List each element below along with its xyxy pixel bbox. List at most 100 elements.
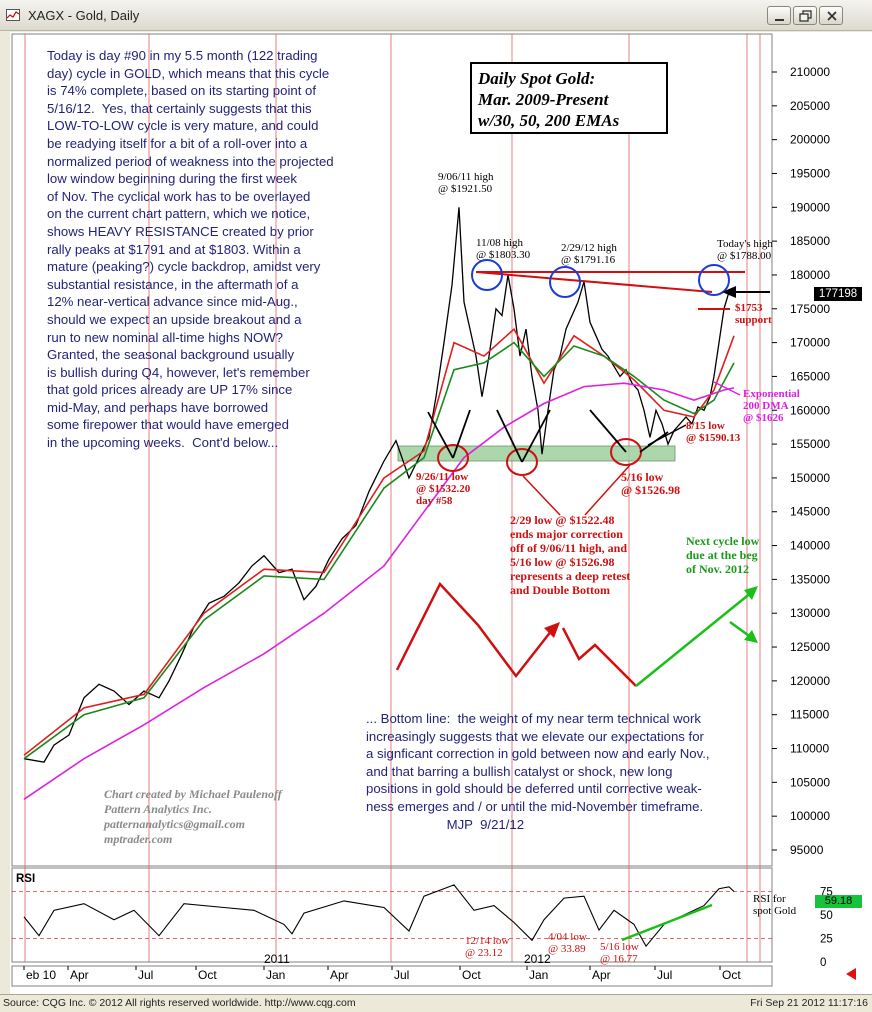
high-circle xyxy=(698,264,730,296)
time-tick-label: Oct xyxy=(722,968,741,982)
low-circle xyxy=(506,448,538,476)
price-tick-label: 200000 xyxy=(790,133,830,147)
ema200-arrow xyxy=(713,381,741,396)
rsi-line xyxy=(23,884,735,948)
price-tick-label: 100000 xyxy=(790,809,830,823)
low-pointer-arrow xyxy=(522,475,561,516)
annotation-rsi-low-0404: 4/04 low @ 33.89 xyxy=(548,931,587,955)
rsi-tick-label: 50 xyxy=(820,910,833,922)
rsi-trendline xyxy=(621,903,713,942)
series-ema-200 xyxy=(23,382,735,800)
series-ema-30 xyxy=(23,327,735,756)
price-tick-label: 160000 xyxy=(790,403,830,417)
projection-up xyxy=(635,591,753,687)
time-tick-label: Jul xyxy=(138,968,153,982)
cycle-arrow-icon xyxy=(544,622,560,638)
chart-credit: Chart created by Michael Paulenoff Patte… xyxy=(104,787,282,846)
annotation-high-0229: 2/29/12 high @ $1791.16 xyxy=(561,242,617,266)
low-pointer-line xyxy=(427,411,454,459)
price-tick-label: 110000 xyxy=(790,742,829,756)
price-tick-label: 170000 xyxy=(790,336,830,350)
price-tick-label: 95000 xyxy=(790,843,824,857)
low-pointer-line xyxy=(496,409,523,463)
scroll-arrow-icon[interactable] xyxy=(846,968,856,980)
rsi-label: RSI xyxy=(16,873,35,885)
time-axis: eb 10 Apr Jul Oct Jan Apr Jul Oct Jan Apr Jul Oct 20… xyxy=(23,952,856,982)
time-tick-label: Oct xyxy=(198,968,217,982)
time-tick-label: Apr xyxy=(330,968,349,982)
annotation-rsi-note: RSI for spot Gold xyxy=(753,893,797,917)
source-text: Source: CQG Inc. © 2012 All rights reser… xyxy=(3,997,356,1009)
close-button[interactable] xyxy=(819,6,843,25)
low-pointer-line xyxy=(521,409,551,463)
chart-title-box: Daily Spot Gold: Mar. 2009-Present w/30,… xyxy=(470,62,668,134)
price-tick-label: 190000 xyxy=(790,200,830,214)
time-tick-label: Jul xyxy=(394,968,409,982)
price-tick-label: 210000 xyxy=(790,65,830,79)
restore-icon xyxy=(799,10,812,22)
annotation-high-0906: 9/06/11 high @ $1921.50 xyxy=(438,171,494,195)
rsi-value-badge: 59.18 xyxy=(815,895,862,908)
price-tick-label: 140000 xyxy=(790,539,830,553)
annotation-low-0229: 2/29 low @ $1522.48 ends major correction… xyxy=(510,513,630,597)
price-tick-label: 135000 xyxy=(790,572,830,586)
price-trendline xyxy=(647,424,687,446)
commentary-top: Today is day #90 in my 5.5 month (122 tr… xyxy=(47,48,334,451)
time-tick-label: Apr xyxy=(592,968,611,982)
restore-button[interactable] xyxy=(793,6,817,25)
price-tick-label: 175000 xyxy=(790,302,830,316)
price-tick-label: 180000 xyxy=(790,268,830,282)
annotation-rsi-low-0516: 5/16 low @ 16.77 xyxy=(600,941,639,965)
series-price xyxy=(23,207,733,763)
annotation-support: $1753 support xyxy=(735,302,772,326)
annotation-high-1108: 11/08 high @ $1803.30 xyxy=(476,237,531,261)
price-tick-label: 195000 xyxy=(790,166,830,180)
last-price-badge: 177198 xyxy=(814,287,862,301)
time-tick-label: Apr xyxy=(70,968,89,982)
annotation-next-cycle: Next cycle low due at the beg of Nov. 2012 xyxy=(686,534,760,576)
chart-annotations: 9/06/11 high @ $1921.50 11/08 high @ $1803.… xyxy=(395,171,800,965)
low-pointer-arrow xyxy=(584,464,631,516)
time-tick-label: eb 10 xyxy=(26,968,56,982)
time-tick-label: Jan xyxy=(266,968,285,982)
time-tick-label: Oct xyxy=(462,968,481,982)
year-label: 2011 xyxy=(264,952,290,966)
close-icon xyxy=(827,11,837,21)
minimize-icon xyxy=(775,19,784,21)
price-tick-label: 145000 xyxy=(790,505,830,519)
vertical-gridlines xyxy=(24,34,761,962)
high-circle xyxy=(549,266,581,298)
cycle-zigzag xyxy=(395,581,553,679)
price-tick-label: 115000 xyxy=(790,708,829,722)
annotation-low-0815: 8/15 low @ $1590.13 xyxy=(686,420,741,444)
price-series xyxy=(23,207,735,800)
datetime-text: Fri Sep 21 2012 11:17:16 xyxy=(750,997,868,1009)
price-tick-label: 125000 xyxy=(790,640,830,654)
price-tick-label: 120000 xyxy=(790,674,830,688)
resistance-trendline xyxy=(475,271,713,293)
cycle-zigzag-2 xyxy=(561,627,637,687)
window-titlebar[interactable]: XAGX - Gold, Daily xyxy=(0,0,872,31)
annotation-low-0516: 5/16 low @ $1526.98 xyxy=(621,470,680,497)
price-tick-label: 185000 xyxy=(790,234,830,248)
rsi-tick-label: 0 xyxy=(820,957,826,969)
annotation-today-high: Today's high @ $1788.00 xyxy=(717,238,773,262)
commentary-bottom: ... Bottom line: the weight of my near t… xyxy=(366,711,710,832)
annotation-rsi-low-1214: 12/14 low @ 23.12 xyxy=(465,935,509,959)
time-tick-label: Jan xyxy=(529,968,548,982)
low-pointer-line xyxy=(589,409,627,453)
app-icon xyxy=(6,9,20,21)
time-tick-label: Jul xyxy=(657,968,672,982)
projection-down-icon xyxy=(744,630,758,643)
window-title: XAGX - Gold, Daily xyxy=(28,8,140,23)
minimize-button[interactable] xyxy=(767,6,791,25)
low-circle xyxy=(437,444,469,472)
annotation-ema200: Exponential 200 DMA @ $1626 xyxy=(743,388,800,424)
status-bar: Source: CQG Inc. © 2012 All rights reser… xyxy=(0,994,872,1012)
high-circle xyxy=(471,259,503,291)
price-tick-label: 105000 xyxy=(790,775,830,789)
projection-up-icon xyxy=(744,586,758,600)
price-arrow-icon xyxy=(722,286,736,298)
